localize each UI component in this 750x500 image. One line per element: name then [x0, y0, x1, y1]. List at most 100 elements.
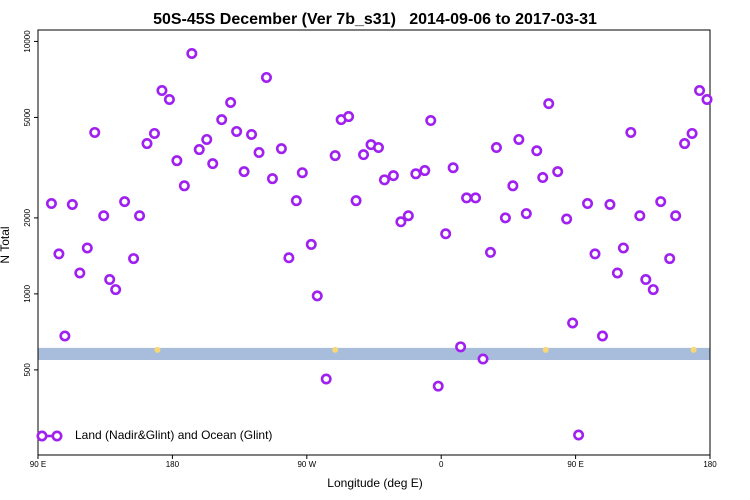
point [432, 380, 444, 392]
point [670, 210, 682, 222]
point [45, 198, 57, 210]
marker [542, 346, 549, 353]
point [552, 166, 564, 178]
point [573, 429, 585, 441]
point [625, 126, 637, 138]
point [484, 246, 496, 258]
point [216, 114, 228, 126]
plot-frame [37, 29, 711, 456]
point [178, 180, 190, 192]
point [59, 330, 71, 342]
point [455, 341, 467, 353]
point [531, 145, 543, 157]
point [543, 98, 555, 110]
point [275, 143, 287, 155]
band [38, 347, 710, 361]
point [425, 115, 437, 127]
y-tick-label: 2000 [23, 208, 32, 226]
point [148, 127, 160, 139]
point [679, 138, 691, 150]
y-tick-label: 500 [23, 363, 32, 377]
point [387, 170, 399, 182]
point [596, 330, 608, 342]
point [701, 93, 713, 105]
point [537, 172, 549, 184]
point [296, 167, 308, 179]
point [329, 150, 341, 162]
point [320, 373, 332, 385]
point [490, 142, 502, 154]
point [104, 274, 116, 286]
x-tick-label: 90 E [30, 460, 46, 469]
marker [154, 346, 161, 353]
point [207, 158, 219, 170]
point [110, 284, 122, 296]
point [611, 267, 623, 279]
marker [332, 346, 339, 353]
x-tick-label: 180 [166, 460, 180, 469]
point [98, 210, 110, 222]
point [410, 168, 422, 180]
x-tick-label: 180 [703, 460, 717, 469]
x-tick-label: 90 W [297, 460, 316, 469]
point [119, 196, 131, 208]
chart-title: 50S-45S December (Ver 7b_s31) 2014-09-06… [153, 11, 597, 28]
point [561, 213, 573, 225]
point [186, 47, 198, 59]
point [520, 208, 532, 220]
point [81, 242, 93, 254]
point [246, 128, 258, 140]
y-tick-label: 10000 [23, 30, 32, 53]
x-axis-label: Longitude (deg E) [327, 476, 422, 490]
point [582, 198, 594, 210]
point [74, 267, 86, 279]
point [171, 155, 183, 167]
legend-symbol [36, 430, 48, 442]
point [686, 127, 698, 139]
point [260, 71, 272, 83]
point [395, 216, 407, 228]
marker [690, 346, 697, 353]
point [283, 252, 295, 264]
point [225, 96, 237, 108]
y-tick-label: 1000 [23, 284, 32, 302]
point [634, 210, 646, 222]
point [201, 133, 213, 145]
point [290, 195, 302, 207]
point [461, 192, 473, 204]
point [163, 93, 175, 105]
point [402, 210, 414, 222]
point [470, 192, 482, 204]
point [358, 149, 370, 161]
point [238, 166, 250, 178]
point [477, 353, 489, 365]
point [311, 290, 323, 302]
point [193, 144, 205, 156]
point [350, 195, 362, 207]
point [604, 198, 616, 210]
point [567, 317, 579, 329]
point [640, 274, 652, 286]
point [440, 228, 452, 240]
point [664, 253, 676, 265]
point [655, 196, 667, 208]
point [53, 248, 65, 260]
point [499, 212, 511, 224]
point [419, 165, 431, 177]
point [513, 133, 525, 145]
point [378, 174, 390, 186]
point [266, 173, 278, 185]
x-tick-label: 0 [439, 460, 444, 469]
point [156, 85, 168, 97]
point [694, 85, 706, 97]
point [231, 125, 243, 137]
point [617, 242, 629, 254]
point [89, 126, 101, 138]
point [372, 142, 384, 154]
point [128, 253, 140, 265]
y-tick-label: 5000 [23, 108, 32, 126]
point [141, 138, 153, 150]
point [134, 210, 146, 222]
